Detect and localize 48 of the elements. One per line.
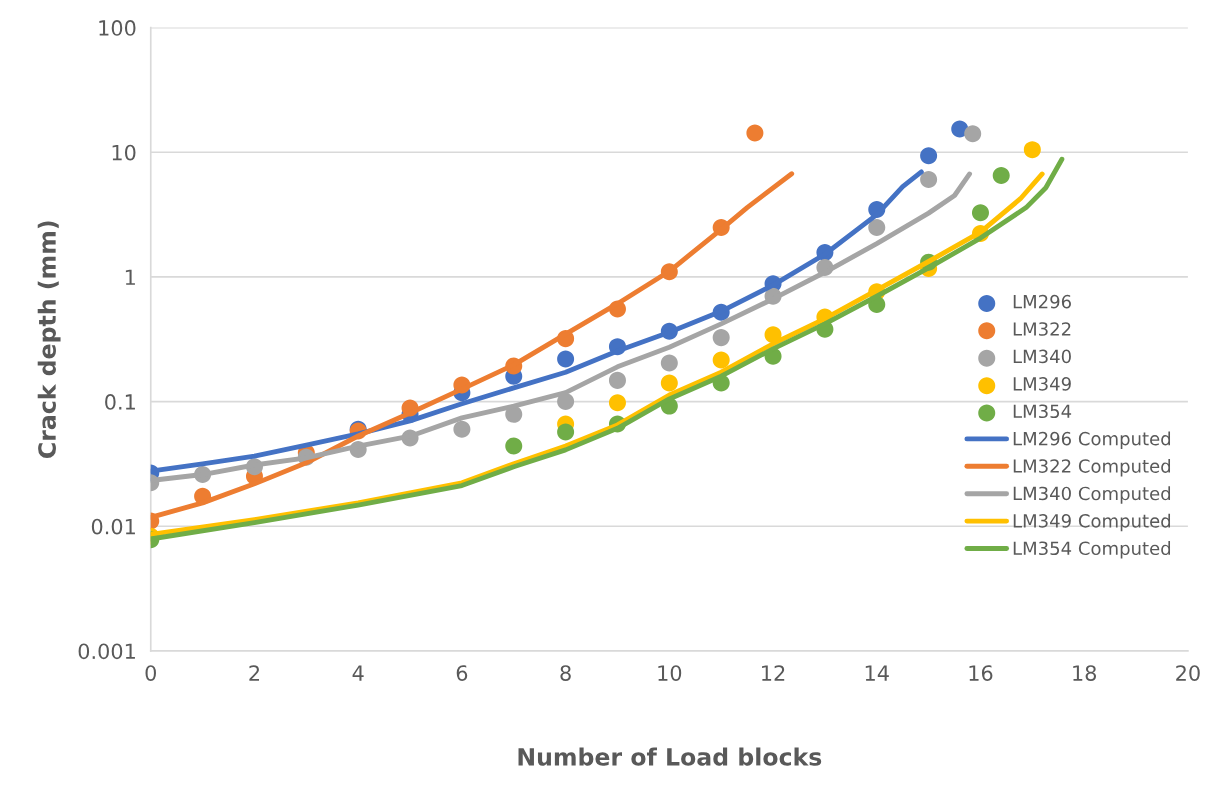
point xyxy=(557,393,575,411)
point xyxy=(920,171,938,189)
y-tick-label: 0.01 xyxy=(91,518,135,535)
legend-label: LM354 xyxy=(1013,404,1072,419)
x-tick-label: 6 xyxy=(456,665,468,681)
x-tick-label: 18 xyxy=(1073,665,1097,681)
point xyxy=(608,394,626,412)
x-tick-label: 12 xyxy=(762,665,785,681)
point xyxy=(557,350,575,368)
y-tick-label: 1 xyxy=(125,269,135,285)
legend-label: LM296 Computed xyxy=(1013,431,1171,449)
point xyxy=(712,351,730,369)
point xyxy=(557,423,575,441)
x-tick-label: 0 xyxy=(145,665,156,681)
legend-label: LM340 Computed xyxy=(1013,486,1171,504)
legend-label: LM340 xyxy=(1013,349,1071,364)
y-tick-label: 10 xyxy=(112,144,136,161)
point xyxy=(660,374,678,392)
x-tick-label: 14 xyxy=(865,665,889,681)
point xyxy=(868,219,886,237)
x-tick-label: 16 xyxy=(969,665,993,681)
point xyxy=(971,204,989,222)
x-axis-title: Number of Load blocks xyxy=(518,747,822,766)
point xyxy=(608,371,626,389)
point xyxy=(992,167,1010,185)
point xyxy=(453,420,471,438)
point xyxy=(964,125,982,143)
x-tick-label: 20 xyxy=(1176,665,1200,681)
x-tick-label: 2 xyxy=(249,665,260,681)
legend-label: LM354 Computed xyxy=(1013,541,1171,559)
point xyxy=(746,124,764,142)
y-tick-label: 100 xyxy=(99,20,136,36)
legend-label: LM349 Computed xyxy=(1013,513,1171,532)
legend-label: LM349 xyxy=(1013,377,1071,391)
point xyxy=(505,437,523,455)
legend-label: LM296 xyxy=(1013,294,1071,309)
legend-label: LM322 Computed xyxy=(1013,458,1171,477)
point xyxy=(712,329,730,347)
y-tick-label: 0.1 xyxy=(105,394,135,410)
y-tick-label: 0.001 xyxy=(78,643,135,660)
x-tick-label: 8 xyxy=(560,665,571,681)
point xyxy=(920,147,938,165)
x-tick-label: 10 xyxy=(658,665,682,681)
x-tick-label: 4 xyxy=(352,665,364,681)
point xyxy=(660,354,678,372)
point xyxy=(1023,141,1041,159)
y-axis-title: Crack depth (mm) xyxy=(37,221,61,458)
legend-label: LM322 xyxy=(1013,322,1071,336)
